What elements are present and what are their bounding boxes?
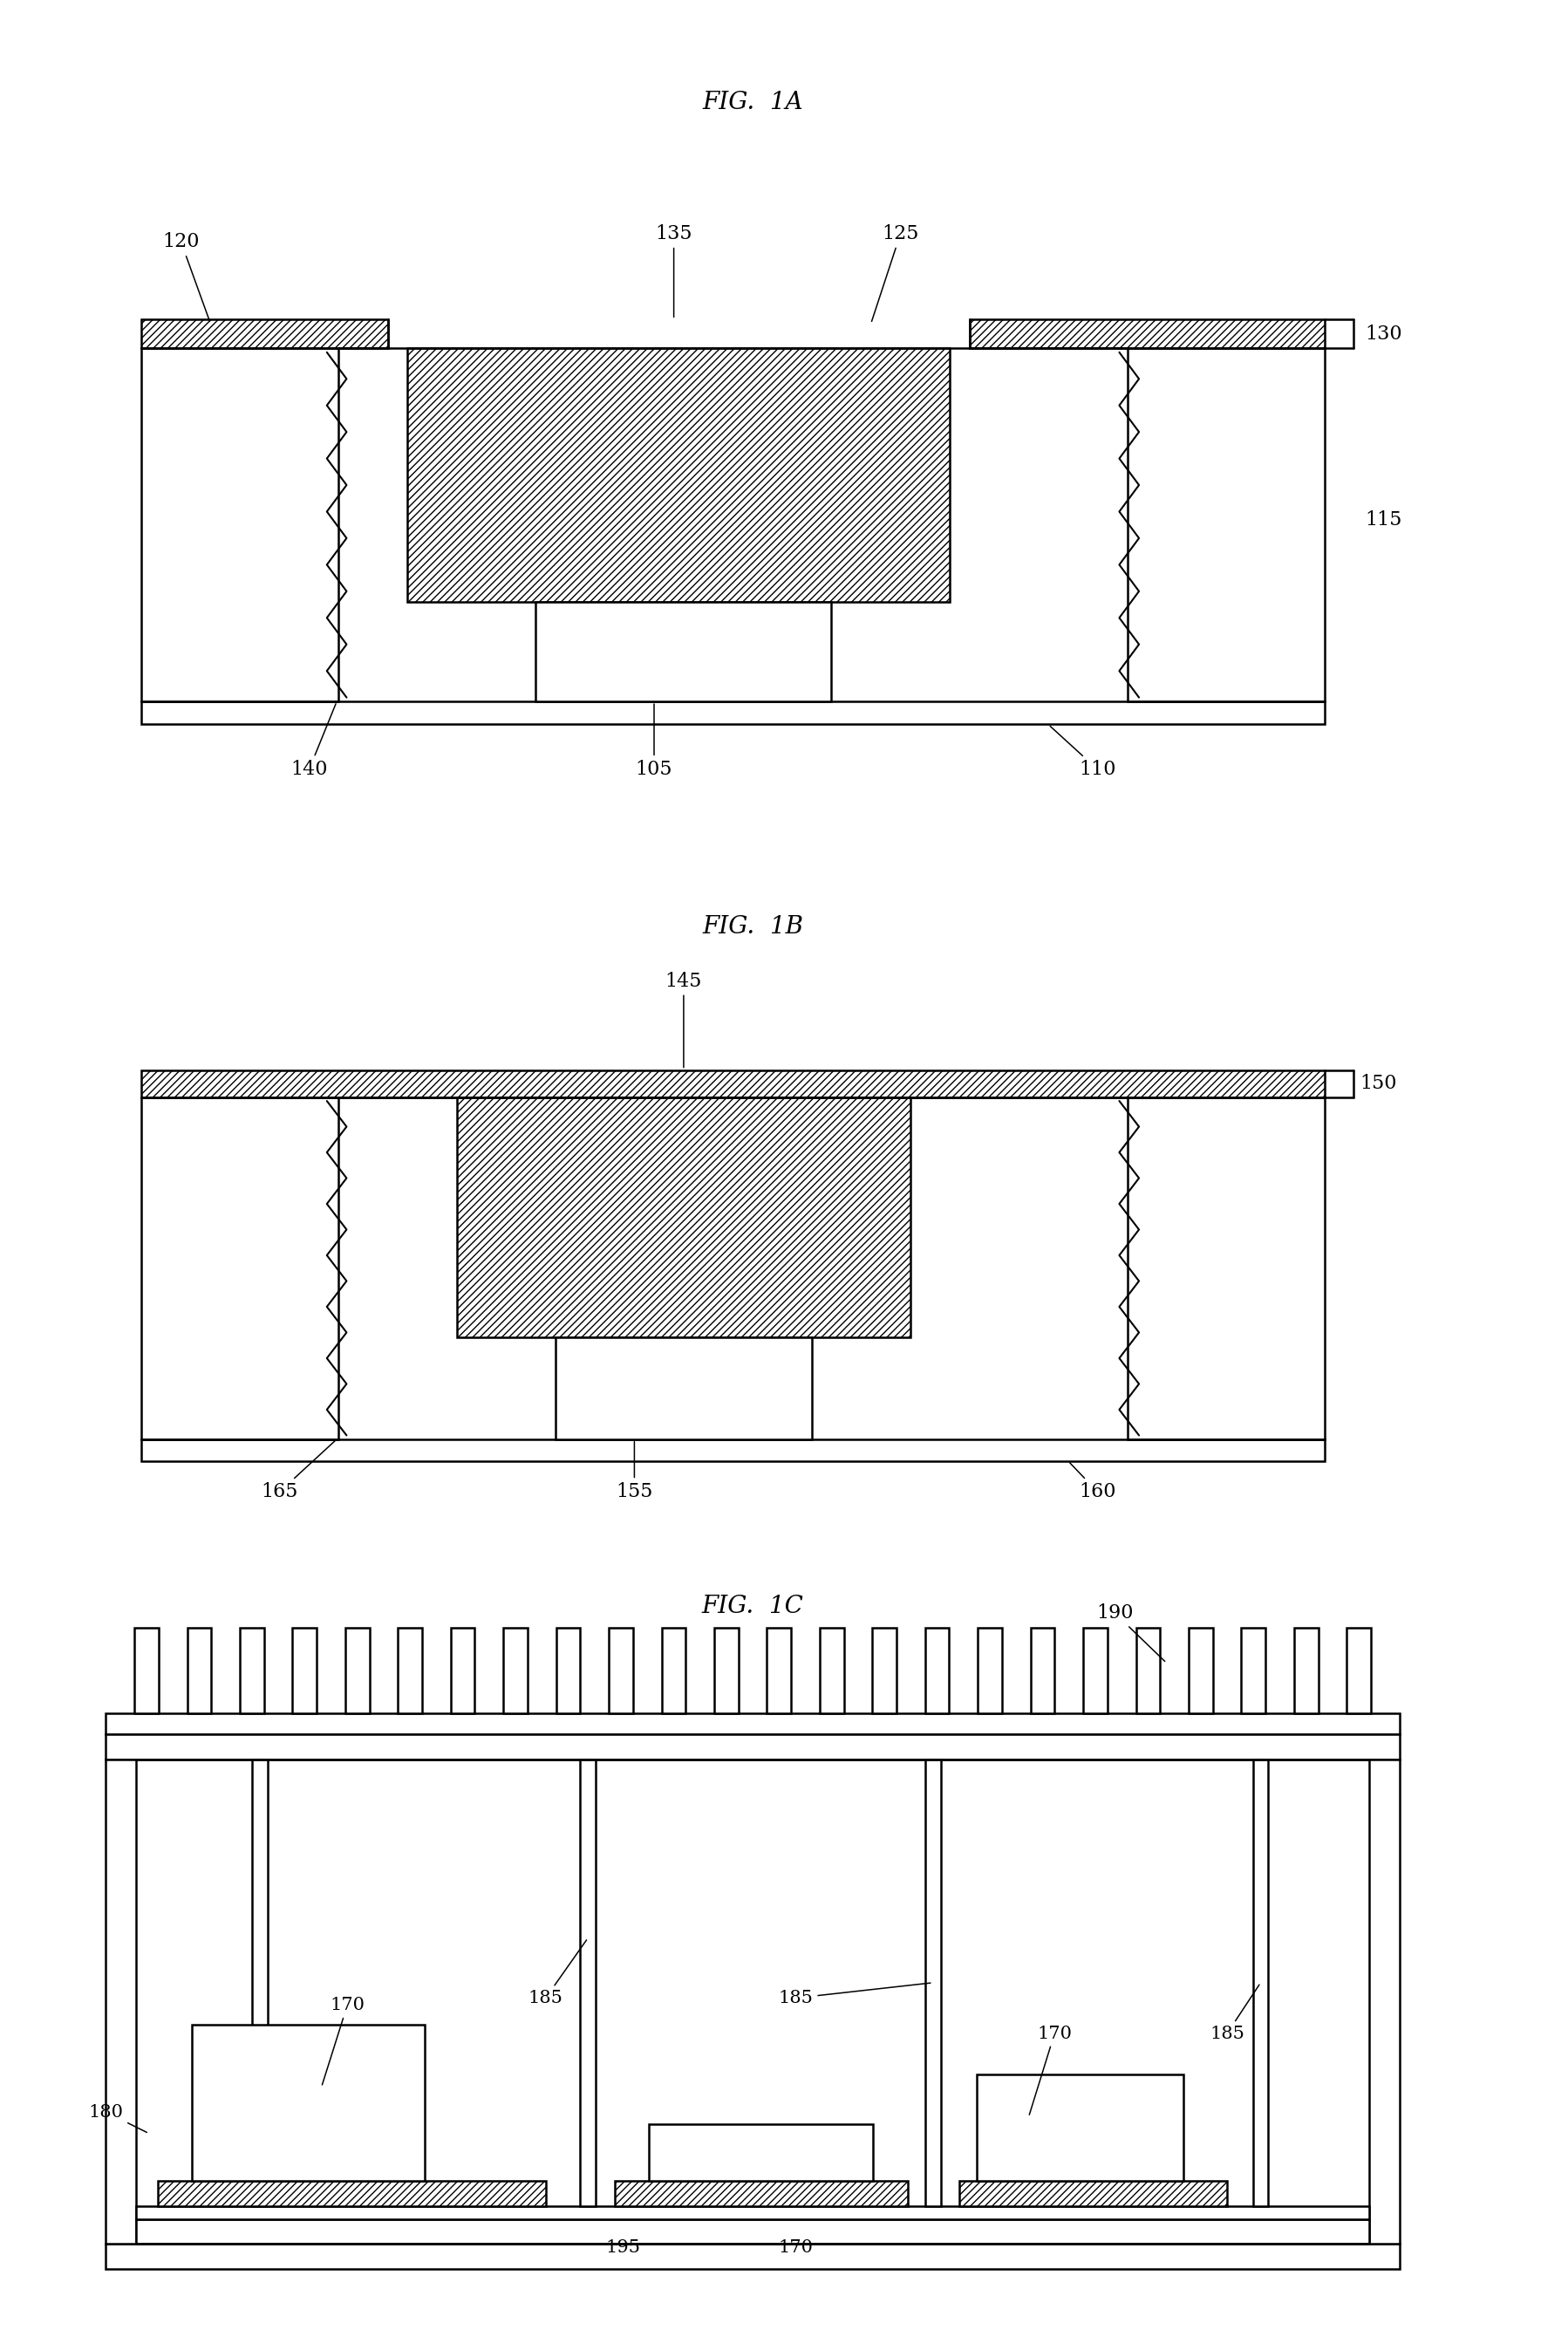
Bar [1294, 1627, 1319, 1713]
Text: 125: 125 [872, 224, 919, 323]
Bar [450, 1627, 475, 1713]
Text: 145: 145 [665, 972, 702, 1068]
Text: FIG.  1B: FIG. 1B [702, 916, 803, 939]
Bar [1347, 1627, 1370, 1713]
Bar [1030, 1627, 1055, 1713]
Bar [187, 1627, 212, 1713]
Text: 105: 105 [635, 703, 673, 778]
Text: 185: 185 [1209, 1984, 1259, 2043]
Bar [960, 2180, 1228, 2206]
Bar [978, 1627, 1002, 1713]
Bar [615, 2180, 908, 2206]
Text: 110: 110 [1051, 727, 1116, 778]
Bar [925, 1627, 949, 1713]
Bar [1242, 1627, 1265, 1713]
Text: 180: 180 [88, 2103, 147, 2131]
Bar [1083, 1627, 1107, 1713]
Bar [555, 1337, 812, 1440]
Text: 185: 185 [778, 1984, 930, 2005]
Bar [713, 1627, 739, 1713]
Bar [820, 1627, 844, 1713]
Bar [503, 1627, 527, 1713]
Bar [345, 1627, 370, 1713]
Bar [1127, 1096, 1325, 1440]
Bar [557, 1627, 580, 1713]
Text: FIG.  1C: FIG. 1C [701, 1594, 804, 1617]
Bar [136, 2220, 1369, 2244]
Bar [1135, 1627, 1160, 1713]
Bar [1189, 1627, 1212, 1713]
Text: 195: 195 [605, 2239, 641, 2255]
Bar [141, 1096, 339, 1440]
Bar [141, 1440, 1325, 1461]
Bar [107, 2244, 1399, 2269]
Bar [1127, 348, 1325, 701]
Text: 185: 185 [528, 1940, 586, 2005]
Bar [136, 2206, 1369, 2220]
Bar [580, 1760, 596, 2206]
Bar [157, 2180, 546, 2206]
Bar [925, 1760, 941, 2206]
Bar [398, 1627, 422, 1713]
Bar [767, 1627, 792, 1713]
Bar [252, 1760, 268, 2206]
Bar [141, 348, 339, 701]
Bar [456, 1096, 911, 1337]
Bar [1369, 1760, 1400, 2244]
Polygon shape [969, 320, 1325, 348]
Bar [608, 1627, 633, 1713]
Bar [977, 2075, 1184, 2180]
Bar [135, 1627, 158, 1713]
Bar [872, 1627, 897, 1713]
Polygon shape [141, 320, 387, 348]
Bar [141, 1070, 1325, 1096]
Bar [536, 601, 831, 701]
Text: 130: 130 [1364, 325, 1402, 344]
Bar [240, 1627, 263, 1713]
Bar [191, 2024, 425, 2180]
Text: FIG.  1A: FIG. 1A [702, 91, 803, 115]
Bar [107, 1760, 136, 2244]
Text: 170: 170 [1029, 2026, 1073, 2115]
Text: 160: 160 [1069, 1463, 1116, 1500]
Bar [141, 701, 1325, 724]
Bar [293, 1627, 317, 1713]
Bar [107, 1734, 1399, 1760]
Bar [649, 2124, 873, 2180]
Text: 155: 155 [616, 1442, 652, 1500]
Text: 140: 140 [290, 703, 336, 778]
Text: 135: 135 [655, 224, 693, 318]
Text: 120: 120 [163, 231, 210, 323]
Text: 115: 115 [1366, 509, 1402, 530]
Text: 170: 170 [778, 2239, 814, 2255]
Text: 165: 165 [262, 1442, 336, 1500]
Bar [107, 1713, 1399, 1734]
Text: 190: 190 [1096, 1603, 1165, 1662]
Bar [662, 1627, 685, 1713]
Bar [408, 348, 950, 601]
Text: 150: 150 [1359, 1075, 1397, 1094]
Bar [1253, 1760, 1269, 2206]
Text: 170: 170 [321, 1996, 365, 2085]
